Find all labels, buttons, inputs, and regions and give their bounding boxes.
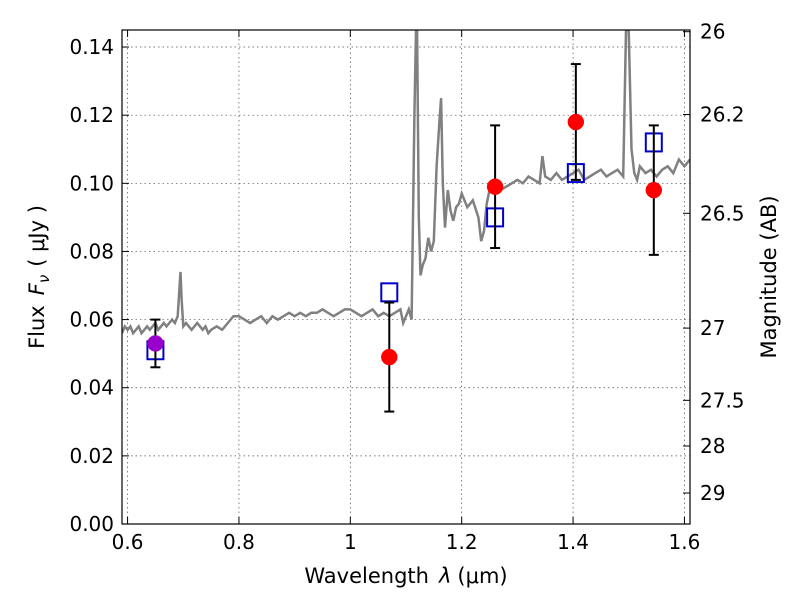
y-tick-label: 0.06 (69, 308, 114, 332)
y2-tick-label: 27.5 (700, 388, 745, 412)
x-tick-label: 1 (344, 530, 357, 554)
y-tick-label: 0.08 (69, 239, 114, 263)
x-tick-label: 0.6 (112, 530, 144, 554)
observed-point (147, 335, 164, 352)
y2-tick-label: 28 (700, 434, 725, 458)
y2-tick-label: 27 (700, 316, 725, 340)
y2-tick-label: 26.5 (700, 201, 745, 225)
observed-point (486, 178, 504, 195)
plot-area (122, 30, 690, 413)
x-axis-label: Wavelength λ (μm) (304, 564, 507, 588)
model-square-point (380, 282, 399, 303)
observed-point (645, 181, 663, 199)
y-tick-label: 0.02 (69, 444, 114, 468)
y2-axis-label: Magnitude (AB) (757, 195, 781, 358)
grid (122, 30, 690, 525)
x-tick-label: 1.2 (446, 530, 478, 554)
y-tick-label: 0.14 (69, 35, 114, 59)
x-tick-label: 0.8 (223, 530, 255, 554)
y2-tick-label: 26 (700, 20, 725, 44)
y2-tick-label: 26.2 (700, 102, 745, 126)
y-tick-label: 0.10 (69, 171, 114, 195)
observed-point (567, 113, 585, 131)
y2-tick-label: 29 (700, 481, 725, 505)
y-tick-label: 0.04 (69, 376, 114, 400)
plot-frame (121, 29, 691, 525)
x-tick-label: 1.6 (669, 530, 701, 554)
spectrum-line (122, 30, 690, 336)
y-tick-label: 0.00 (69, 512, 114, 536)
y-axis-label: FluxFν( μJy ) (25, 205, 53, 349)
observed-point (381, 348, 398, 366)
axes: 0.6 0.8 1 1.2 1.4 1.6 0.00 0.02 0.04 0.06 0.08 0.10… (69, 20, 744, 554)
y-tick-label: 0.12 (69, 103, 114, 127)
x-tick-label: 1.4 (557, 530, 589, 554)
